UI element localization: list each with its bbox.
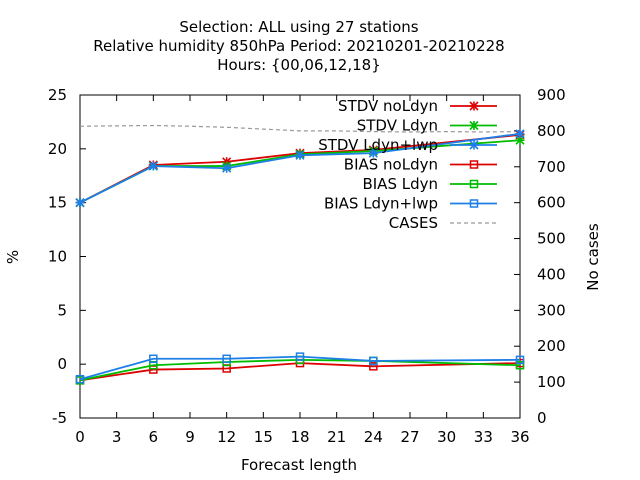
data-point-marker [369,356,378,366]
legend-entry: BIAS Ldyn [362,175,497,193]
legend-label: CASES [389,214,438,232]
series-line [79,124,521,133]
y-tick-label: 20 [48,140,67,158]
y2-axis-label: No cases [584,223,602,291]
title-line-2: Relative humidity 850hPa Period: 2021020… [93,37,504,55]
legend-label: STDV noLdyn [338,97,438,115]
legend-entry: STDV Ldyn+lwp [318,136,497,154]
y2-tick-label: 400 [537,265,566,283]
x-tick-label: 3 [112,428,122,446]
y2-tick-label: 200 [537,337,566,355]
y-tick-label: 25 [48,86,67,104]
y-tick-label: 0 [57,355,67,373]
x-axis-label: Forecast length [241,456,357,474]
series-cases [79,124,521,133]
y2-tick-label: 900 [537,86,566,104]
legend-entry: BIAS noLdyn [344,156,497,174]
legend-label: STDV Ldyn+lwp [318,136,438,154]
plot-area-border [79,94,521,419]
legend-marker [469,179,479,189]
data-point-marker [515,135,525,145]
data-point-marker [295,150,305,160]
x-tick-label: 21 [327,428,346,446]
legend-marker [469,199,479,208]
x-tick-label: 15 [254,428,273,446]
y-axis-label: % [4,250,22,264]
legend-marker [469,120,479,131]
y2-tick-label: 300 [537,301,566,319]
series-layer [75,124,525,385]
x-tick-label: 33 [474,428,493,446]
data-point-marker [222,354,231,364]
legend-marker [469,101,479,111]
data-point-marker [368,148,378,158]
y2-tick-label: 0 [537,409,547,427]
y2-tick-label: 600 [537,194,566,212]
x-tick-label: 6 [149,428,159,446]
series-line [79,132,521,204]
data-point-marker [75,374,85,384]
legend-marker [469,140,479,150]
legend-label: STDV Ldyn [357,117,438,135]
x-tick-label: 9 [185,428,195,446]
x-tick-label: 0 [75,428,85,446]
y-tick-label: 10 [48,248,67,266]
x-tick-label: 30 [437,428,456,446]
legend-label: BIAS Ldyn [362,175,438,193]
title-line-3: Hours: {00,06,12,18} [217,56,381,74]
y2-tick-label: 100 [537,373,566,391]
chart-title: Selection: ALL using 27 stations Relativ… [93,18,504,74]
legend-entry: STDV noLdyn [338,97,497,115]
x-tick-label: 24 [364,428,383,446]
axis-ticks: 0 3 6 9 12 15 18 21 24 27 30 33 36-50510152025010020… [48,86,566,446]
data-point-marker [148,161,158,171]
series-line [79,355,521,381]
series-stdv-ldyn-lwp [75,129,525,208]
legend-label: BIAS Ldyn+lwp [324,195,438,213]
legend-entry: BIAS Ldyn+lwp [324,195,497,213]
x-tick-label: 27 [400,428,419,446]
data-point-marker [515,355,525,365]
x-tick-label: 12 [217,428,236,446]
data-point-marker [515,360,525,370]
y-tick-label: 15 [48,194,67,212]
legend-entry: STDV Ldyn [357,117,497,135]
title-line-1: Selection: ALL using 27 stations [179,18,418,36]
data-point-marker [75,198,85,208]
y-tick-label: -5 [52,409,67,427]
legend-entry: CASES [389,214,497,232]
x-tick-label: 18 [290,428,309,446]
data-point-marker [515,129,525,139]
series-line [79,362,521,382]
y2-tick-label: 500 [537,230,566,248]
y2-tick-label: 800 [537,122,566,140]
legend-marker [469,160,479,169]
legend-label: BIAS noLdyn [344,156,438,174]
y-tick-label: 5 [57,301,67,319]
y2-tick-label: 700 [537,158,566,176]
data-point-marker [369,362,378,371]
data-point-marker [149,354,158,364]
data-point-marker [295,352,305,361]
data-point-marker [222,163,232,173]
series-bias-ldyn-lwp [75,352,525,384]
x-tick-label: 36 [510,428,529,446]
